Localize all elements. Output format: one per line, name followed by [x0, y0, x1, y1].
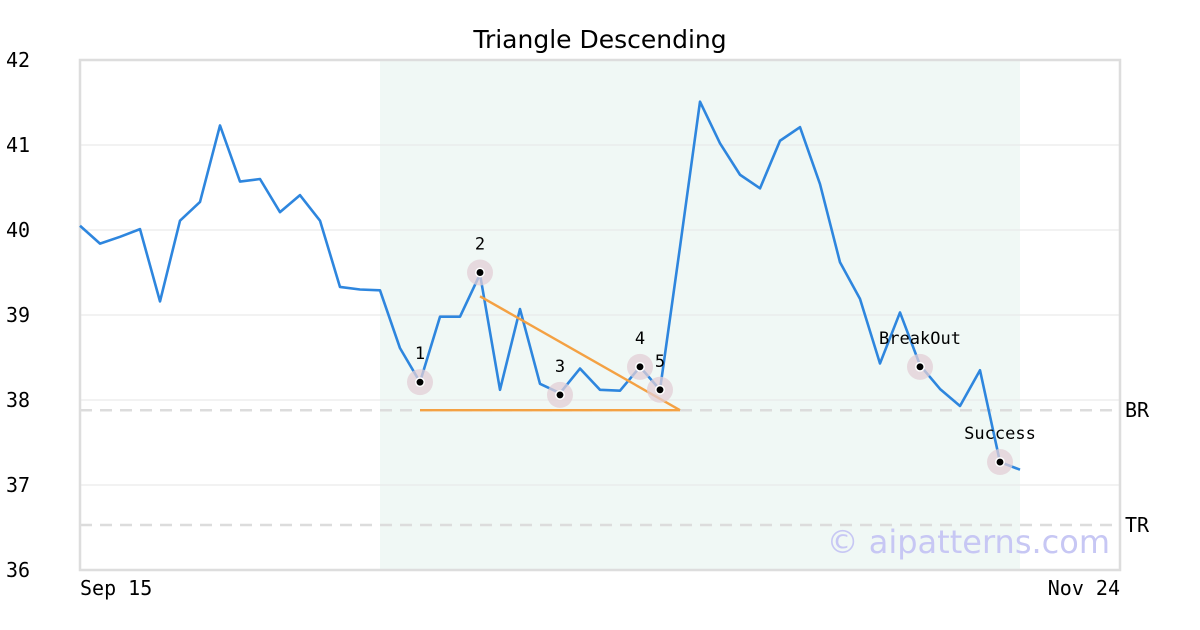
y-tick-label: 42: [6, 48, 30, 72]
pivot-label: BreakOut: [879, 329, 961, 349]
pivot-point: [995, 457, 1005, 467]
plot-frame: [78, 58, 1122, 572]
trendline-layer: [420, 295, 681, 412]
level-label-br: BR: [1125, 398, 1150, 422]
trendline: [479, 295, 681, 412]
pivot-label: 1: [415, 344, 425, 364]
y-tick-label: 40: [6, 218, 30, 242]
x-tick-label: Nov 24: [1048, 576, 1120, 600]
pivot-label: Success: [964, 424, 1036, 444]
x-tick-label: Sep 15: [80, 576, 152, 600]
pivot-point: [475, 267, 485, 278]
pivot-label: 5: [655, 352, 665, 372]
pivot-point: [915, 361, 925, 372]
pivot-label: 3: [555, 357, 565, 377]
x-tick-layer: Sep 15 Nov 24: [80, 576, 1120, 600]
pivot-point: [415, 377, 425, 388]
y-tick-label: 41: [6, 133, 30, 157]
chart-title: Triangle Descending: [472, 25, 726, 54]
y-tick-label: 39: [6, 303, 30, 327]
pivot-point: [555, 389, 565, 400]
pivot-point: [635, 361, 645, 372]
watermark: © aipatterns.com: [827, 523, 1110, 561]
pivot-label: 4: [635, 329, 645, 349]
marker-layer: 1 2 3 45 BreakOut Success: [407, 235, 1036, 476]
y-tick-label: 37: [6, 473, 30, 497]
y-tick-label: 38: [6, 388, 30, 412]
pivot-point: [655, 384, 665, 395]
y-tick-layer: 36 37 38 39 40 41 42: [6, 48, 30, 582]
pivot-label: 2: [475, 235, 485, 255]
y-tick-label: 36: [6, 558, 30, 582]
level-label-tr: TR: [1125, 513, 1150, 537]
